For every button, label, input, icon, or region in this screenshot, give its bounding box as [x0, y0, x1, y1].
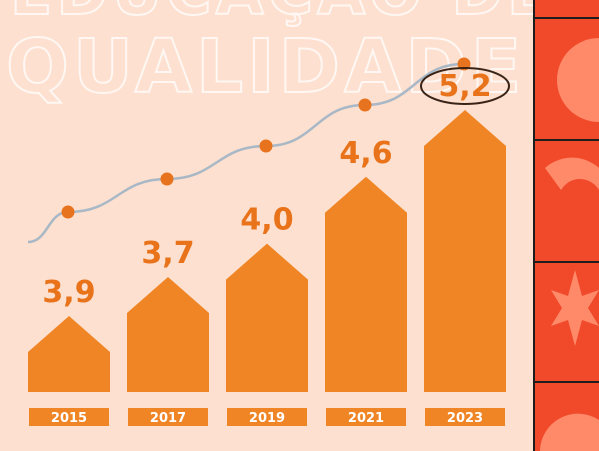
background-headline: EDUCAÇÃO DE QUALIDADE	[5, 0, 553, 111]
panel-half-circle-shape	[540, 413, 599, 451]
value-label-2019: 4,0	[240, 203, 293, 238]
year-label-2015: 2015	[51, 411, 87, 426]
year-box-2015	[29, 408, 109, 426]
bar-2015	[28, 316, 110, 392]
year-box-2017	[128, 408, 208, 426]
headline-line-1: EDUCAÇÃO DE	[10, 0, 553, 29]
bars-layer	[28, 110, 506, 392]
year-label-2017: 2017	[150, 411, 186, 426]
bar-2023	[424, 110, 506, 392]
year-labels-layer: 2015 2017 2019 2021 2023	[29, 408, 505, 426]
bar-2021	[325, 176, 407, 392]
year-box-2021	[326, 408, 406, 426]
value-labels-layer: 3,9 3,7 4,0 4,6 5,2	[42, 67, 510, 310]
trend-point-2015	[61, 205, 75, 219]
trend-point-2021	[358, 98, 372, 112]
trend-layer	[27, 57, 471, 244]
panel-ring-shape	[545, 157, 599, 228]
year-label-2021: 2021	[348, 411, 384, 426]
bar-2017	[127, 277, 209, 392]
trend-point-2017	[160, 172, 174, 186]
year-label-2023: 2023	[447, 411, 483, 426]
value-label-2017: 3,7	[141, 236, 194, 271]
bar-2019	[226, 243, 308, 392]
decorative-side-panel	[533, 0, 599, 451]
value-label-2023: 5,2	[438, 69, 491, 104]
trend-point-2019	[259, 139, 273, 153]
value-label-2015: 3,9	[42, 275, 95, 310]
highlight-ellipse	[420, 67, 510, 105]
panel-half-circle-shape	[557, 38, 599, 122]
headline-line-2: QUALIDADE	[6, 24, 525, 110]
value-label-2021: 4,6	[339, 136, 392, 171]
panel-star-shape	[551, 270, 599, 346]
year-box-2023	[425, 408, 505, 426]
year-label-2019: 2019	[249, 411, 285, 426]
year-box-2019	[227, 408, 307, 426]
